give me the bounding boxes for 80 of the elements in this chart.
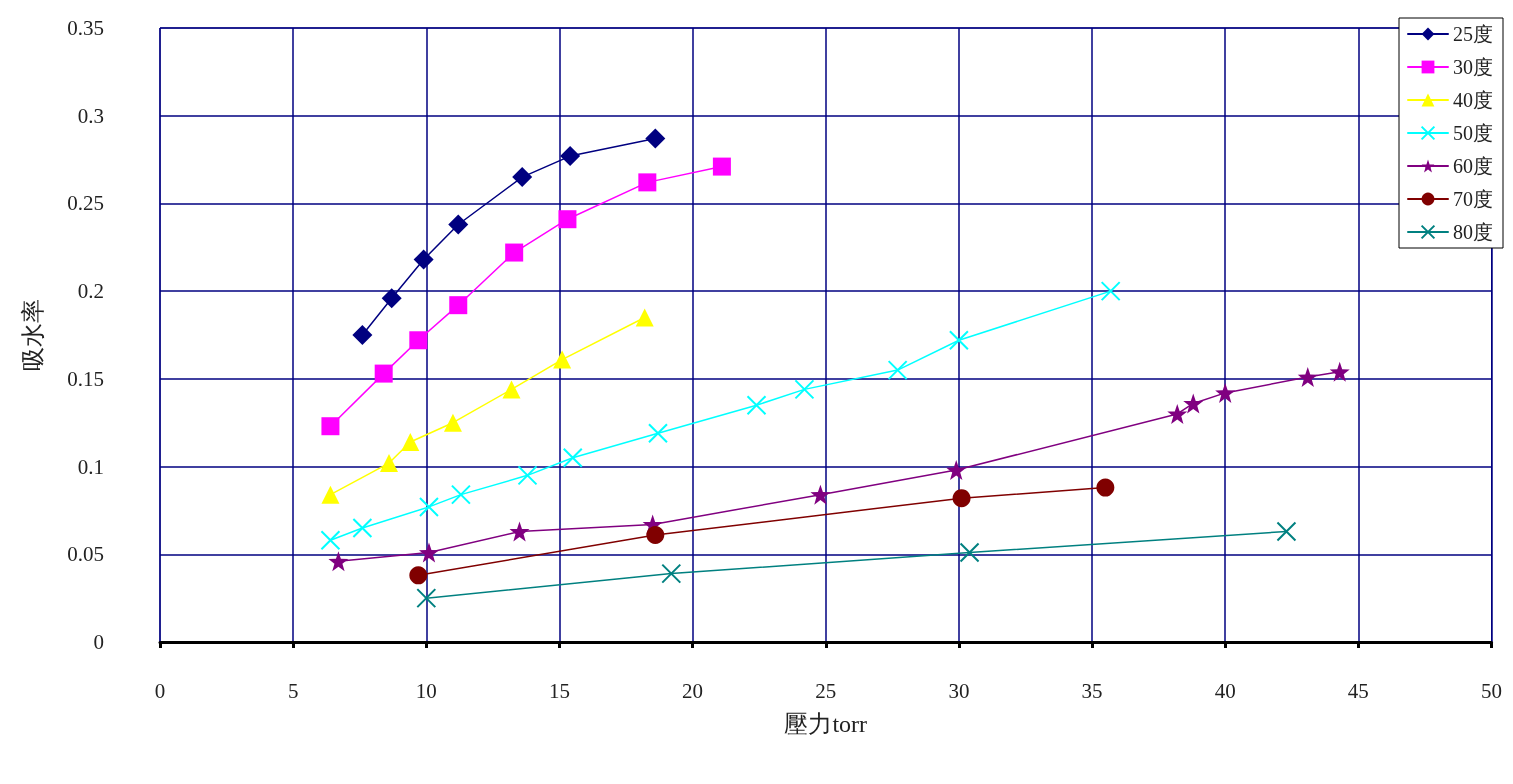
point — [321, 485, 340, 504]
point — [946, 460, 967, 481]
x-tick-label: 10 — [415, 678, 437, 703]
point — [512, 167, 533, 188]
y-tick-label: 0.15 — [67, 366, 104, 391]
point — [418, 542, 439, 563]
point — [712, 157, 731, 176]
point — [558, 210, 577, 229]
x-tick-label: 45 — [1347, 678, 1369, 703]
point — [887, 360, 908, 381]
point — [635, 308, 654, 327]
point — [952, 489, 971, 508]
y-axis-title: 吸水率 — [20, 299, 46, 371]
legend-label: 80度 — [1453, 221, 1493, 243]
point — [1183, 393, 1204, 414]
point — [810, 484, 831, 505]
point — [646, 525, 665, 544]
x-tick-label: 20 — [682, 678, 704, 703]
point — [553, 350, 572, 369]
point — [450, 484, 471, 505]
x-tick-label: 50 — [1481, 678, 1502, 703]
legend-label: 25度 — [1453, 23, 1493, 45]
y-tick-label: 0.1 — [77, 454, 104, 479]
x-tick-label: 25 — [815, 678, 837, 703]
point — [416, 588, 437, 609]
point — [413, 249, 434, 270]
point — [418, 496, 439, 517]
point — [562, 447, 583, 468]
x-axis-title: 壓力torr — [784, 711, 868, 737]
point — [517, 465, 538, 486]
point — [320, 530, 341, 551]
y-tick-label: 0.05 — [67, 542, 104, 567]
point — [352, 517, 373, 538]
point — [381, 288, 402, 309]
y-tick-label: 0.3 — [77, 103, 104, 128]
x-tick-label: 0 — [154, 678, 166, 703]
point — [1096, 478, 1115, 497]
point — [1276, 521, 1297, 542]
y-tick-label: 0 — [93, 630, 104, 654]
x-tick-label: 40 — [1214, 678, 1236, 703]
legend-label: 50度 — [1453, 122, 1493, 144]
point — [647, 423, 668, 444]
legend-label: 70度 — [1453, 188, 1493, 210]
point — [505, 243, 524, 262]
point — [1297, 367, 1318, 388]
point — [794, 379, 815, 400]
y-tick-label: 0.25 — [67, 191, 104, 216]
legend-label: 30度 — [1453, 56, 1493, 78]
x-tick-label: 35 — [1081, 678, 1103, 703]
point — [959, 542, 980, 563]
x-tick-label: 5 — [287, 678, 299, 703]
point — [443, 413, 462, 432]
point — [661, 563, 682, 584]
point — [374, 364, 393, 383]
point — [560, 146, 581, 167]
point — [448, 214, 469, 235]
legend-label: 40度 — [1453, 89, 1493, 111]
point — [746, 395, 767, 416]
point — [321, 417, 340, 436]
point — [638, 173, 657, 192]
point — [1167, 403, 1188, 424]
point — [409, 566, 428, 585]
y-tick-label: 0.2 — [77, 279, 104, 304]
point — [352, 325, 373, 345]
legend-label: 60度 — [1453, 155, 1493, 177]
point — [645, 128, 666, 149]
point — [401, 433, 420, 452]
point — [1329, 361, 1350, 382]
point — [1100, 281, 1121, 302]
point — [449, 296, 468, 315]
point — [1215, 382, 1236, 403]
x-tick-label: 30 — [948, 678, 970, 703]
point — [409, 331, 428, 350]
point — [948, 330, 969, 351]
y-tick-label: 0.35 — [67, 16, 104, 40]
point — [328, 551, 349, 572]
point — [502, 380, 521, 399]
x-tick-label: 15 — [548, 678, 570, 703]
point — [380, 454, 399, 473]
point — [509, 521, 530, 542]
